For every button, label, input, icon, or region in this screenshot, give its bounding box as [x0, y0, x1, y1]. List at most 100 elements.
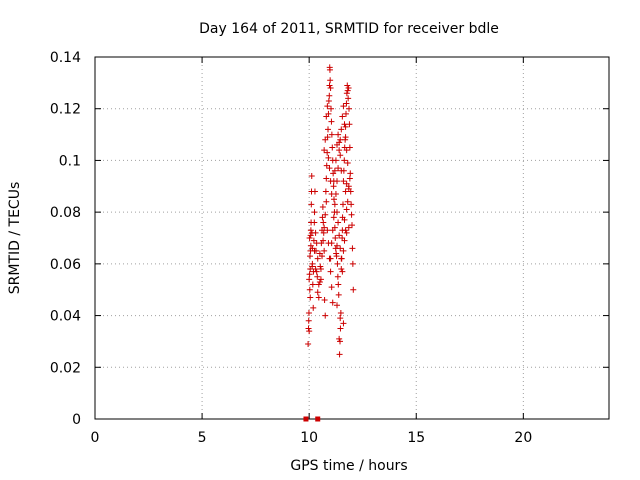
data-point — [337, 309, 344, 316]
data-point — [308, 172, 315, 179]
data-point — [346, 105, 353, 112]
data-point — [311, 247, 318, 254]
data-point — [319, 203, 326, 210]
data-point — [338, 255, 345, 262]
data-point — [334, 242, 341, 249]
data-point — [335, 281, 342, 288]
data-point — [323, 162, 330, 169]
y-tick-label: 0.08 — [50, 205, 81, 221]
data-point — [325, 126, 332, 133]
y-tick-label: 0.1 — [59, 153, 81, 169]
data-point — [306, 286, 313, 293]
data-point — [343, 100, 350, 107]
x-tick-label: 0 — [91, 430, 100, 446]
data-point — [314, 289, 321, 296]
data-point — [347, 170, 354, 177]
data-point — [306, 235, 313, 241]
y-axis-label: SRMTID / TECUs — [7, 182, 23, 295]
data-point — [317, 276, 324, 283]
data-point — [309, 260, 316, 267]
data-point — [311, 219, 318, 226]
data-point — [326, 255, 333, 262]
y-tick-label: 0.12 — [50, 102, 81, 118]
data-point — [349, 260, 356, 267]
data-point — [331, 196, 338, 203]
data-point — [344, 82, 351, 89]
x-axis-label: GPS time / hours — [290, 458, 407, 474]
data-point — [323, 198, 330, 205]
data-point — [314, 273, 321, 280]
data-point — [315, 281, 322, 288]
data-point — [336, 351, 343, 358]
x-tick-label: 5 — [198, 430, 207, 446]
data-point — [334, 209, 341, 216]
data-point — [316, 278, 323, 285]
data-point — [329, 227, 336, 234]
data-point — [340, 247, 347, 254]
data-point — [336, 335, 343, 342]
data-point — [334, 302, 341, 309]
y-tick-label: 0 — [72, 412, 81, 428]
data-point — [341, 237, 348, 244]
data-point — [305, 317, 312, 324]
data-point — [348, 211, 355, 218]
x-tick-label: 20 — [514, 430, 532, 446]
data-point — [336, 232, 343, 239]
data-point — [344, 198, 351, 205]
data-point — [339, 268, 346, 275]
data-point — [328, 131, 335, 138]
data-point — [321, 247, 328, 254]
data-point — [324, 149, 331, 156]
data-point — [322, 211, 329, 218]
data-point — [338, 167, 345, 174]
data-point — [311, 209, 318, 216]
data-point — [338, 126, 345, 133]
data-point — [320, 229, 327, 236]
data-point — [340, 103, 347, 110]
data-point — [337, 136, 344, 143]
data-point — [335, 131, 342, 138]
data-point — [313, 268, 320, 275]
data-point — [307, 232, 314, 239]
x-tick-label: 10 — [300, 430, 318, 446]
data-point — [332, 157, 339, 164]
data-point — [335, 165, 342, 172]
data-point — [345, 95, 352, 102]
data-point — [305, 325, 312, 332]
data-point — [345, 185, 352, 192]
data-point — [326, 92, 333, 99]
data-point — [329, 299, 336, 306]
data-point — [331, 167, 338, 174]
data-point — [337, 315, 344, 322]
data-point — [338, 266, 345, 273]
data-point — [312, 229, 319, 236]
data-point — [349, 222, 355, 229]
data-point — [312, 266, 319, 273]
data-point — [307, 242, 314, 249]
data-point — [341, 157, 348, 164]
data-point — [340, 178, 347, 185]
data-point — [343, 147, 350, 154]
data-point — [314, 255, 321, 262]
data-point — [335, 291, 342, 298]
data-point — [324, 227, 331, 234]
data-point — [305, 309, 312, 316]
data-point — [307, 294, 314, 301]
data-point — [307, 227, 314, 234]
tick-layer — [94, 56, 609, 420]
data-point — [306, 276, 313, 283]
data-point — [328, 191, 335, 198]
data-point — [325, 97, 332, 104]
data-point — [310, 304, 317, 311]
data-point — [327, 85, 334, 92]
data-point — [341, 121, 348, 128]
data-point — [315, 294, 322, 301]
data-point — [319, 214, 326, 221]
data-point — [343, 110, 350, 117]
data-point — [344, 160, 351, 167]
y-tick-label: 0.04 — [50, 309, 81, 325]
data-point — [326, 165, 333, 172]
data-point — [340, 201, 347, 208]
data-point — [309, 281, 316, 288]
